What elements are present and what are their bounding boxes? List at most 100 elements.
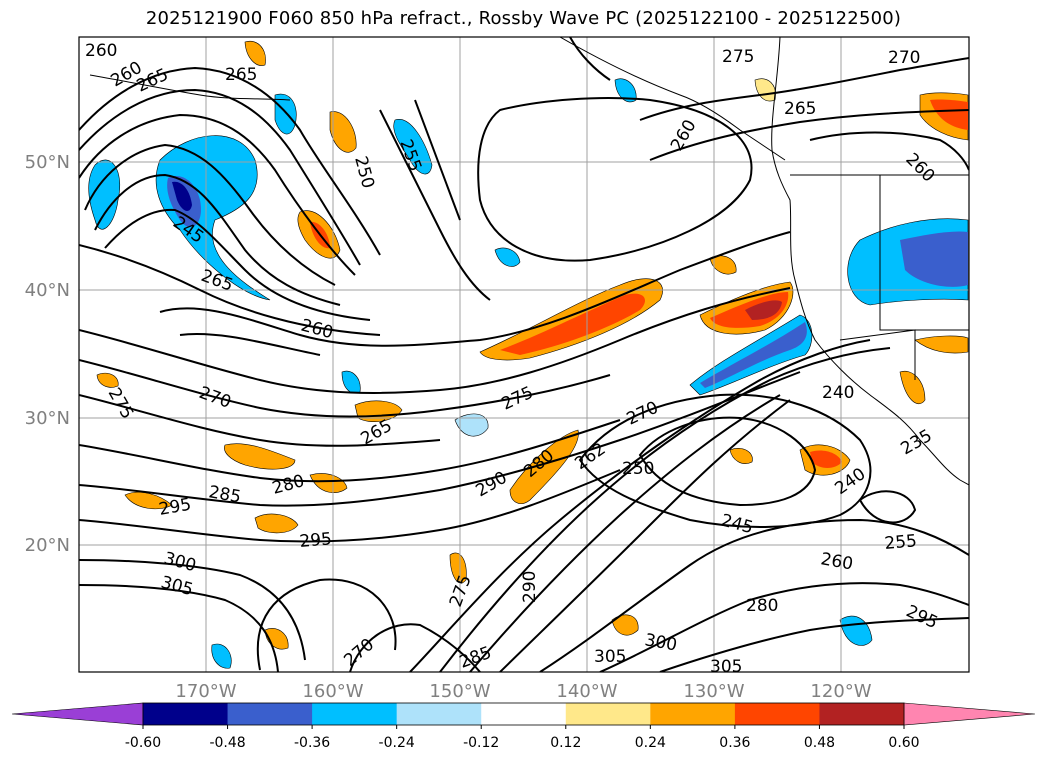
strong-positive-region bbox=[810, 450, 842, 468]
contour-line bbox=[79, 244, 381, 336]
colorbar-bin bbox=[227, 703, 313, 725]
contour-line bbox=[179, 333, 321, 356]
lon-tick-label: 130°W bbox=[683, 681, 744, 702]
contour-label: 255 bbox=[884, 531, 918, 554]
positive-anomaly-region bbox=[96, 372, 119, 388]
contour-label: 305 bbox=[594, 647, 626, 667]
contour-line bbox=[79, 469, 621, 543]
north-america-coastline bbox=[771, 37, 969, 486]
contour-line bbox=[638, 416, 817, 507]
positive-anomaly-region bbox=[914, 335, 969, 354]
lat-tick-label: 20°N bbox=[25, 535, 70, 556]
positive-anomaly-region bbox=[224, 443, 296, 470]
contour-label: 265 bbox=[225, 65, 257, 85]
positive-anomaly-region bbox=[729, 448, 753, 464]
contour-label: 290 bbox=[520, 571, 540, 603]
positive-anomaly-region bbox=[449, 552, 467, 584]
contour-label: 265 bbox=[784, 99, 816, 119]
colorbar-tick-label: 0.36 bbox=[719, 735, 750, 751]
contour-line bbox=[79, 113, 356, 276]
contour-line bbox=[256, 578, 397, 671]
contour-label: 305 bbox=[710, 657, 742, 677]
negative-anomaly-region bbox=[155, 135, 271, 301]
colorbar-tick-label: -0.60 bbox=[125, 735, 161, 751]
graticule bbox=[79, 37, 969, 672]
colorbar-tick-label: -0.12 bbox=[463, 735, 499, 751]
colorbar-bin bbox=[734, 703, 820, 725]
positive-anomaly-region bbox=[254, 513, 299, 534]
contour-line bbox=[79, 287, 791, 394]
contour-line bbox=[578, 393, 872, 528]
contour-line bbox=[84, 143, 336, 286]
longitude-axis: 170°W 160°W 150°W 140°W 130°W 120°W bbox=[175, 681, 871, 702]
contour-label: 240 bbox=[822, 383, 854, 403]
contour-line bbox=[104, 208, 371, 321]
colorbar-bin bbox=[819, 703, 905, 725]
contour-line bbox=[79, 419, 621, 483]
shaded-anomaly-layer bbox=[88, 40, 969, 669]
colorbar-over-arrow bbox=[903, 702, 1036, 726]
alaska-coastline bbox=[559, 37, 786, 161]
contour-line bbox=[599, 582, 969, 672]
colorbar-tick-label: 0.60 bbox=[888, 735, 919, 751]
colorbar-tick-label: -0.24 bbox=[379, 735, 415, 751]
colorbar-tick-label: 0.12 bbox=[550, 735, 581, 751]
colorbar-under-arrow bbox=[11, 702, 144, 726]
contour-line bbox=[469, 394, 781, 672]
negative-anomaly-region bbox=[454, 413, 489, 437]
colorbar-bin bbox=[481, 703, 567, 725]
map-title: 2025121900 F060 850 hPa refract., Rossby… bbox=[145, 8, 902, 29]
colorbar-bin bbox=[143, 703, 229, 725]
contour-line bbox=[414, 99, 461, 221]
positive-anomaly-region bbox=[124, 491, 173, 510]
contour-line bbox=[349, 623, 481, 672]
lat-tick-label: 30°N bbox=[25, 408, 70, 429]
positive-anomaly-region bbox=[309, 473, 348, 493]
coastline-layer bbox=[89, 37, 969, 486]
contour-line bbox=[94, 173, 341, 306]
colorbar-bin bbox=[396, 703, 482, 725]
colorbar-tick-label: 0.24 bbox=[635, 735, 666, 751]
positive-anomaly-region bbox=[329, 111, 357, 153]
positive-anomaly-region bbox=[509, 429, 579, 504]
negative-anomaly-region bbox=[211, 643, 232, 669]
positive-anomaly-region bbox=[244, 40, 266, 66]
lon-tick-label: 170°W bbox=[175, 681, 236, 702]
negative-anomaly-region bbox=[494, 247, 521, 267]
positive-anomaly-region bbox=[611, 614, 639, 636]
contour-line bbox=[79, 66, 381, 256]
contour-label: 280 bbox=[746, 596, 778, 616]
contour-label: 275 bbox=[722, 47, 754, 67]
colorbar-outline bbox=[142, 702, 905, 726]
colorbar-tick-label: 0.48 bbox=[804, 735, 835, 751]
contour-line bbox=[539, 518, 969, 672]
contour-line bbox=[477, 97, 753, 262]
aleutian-islands bbox=[89, 74, 291, 101]
colorbar-bin bbox=[312, 703, 398, 725]
contour-line bbox=[79, 359, 611, 418]
contour-line bbox=[858, 490, 917, 524]
lat-tick-label: 50°N bbox=[25, 152, 70, 173]
contour-line bbox=[639, 57, 969, 121]
lon-tick-label: 120°W bbox=[810, 681, 871, 702]
contour-label: 295 bbox=[299, 529, 333, 552]
contour-line bbox=[499, 399, 791, 672]
strongest-negative-region bbox=[172, 181, 192, 212]
contour-label: 260 bbox=[85, 41, 117, 61]
contour-line bbox=[659, 617, 969, 672]
contour-line bbox=[79, 584, 279, 672]
contour-label: 270 bbox=[888, 48, 920, 68]
contour-line bbox=[79, 394, 441, 447]
colorbar: -0.60 -0.48 -0.36 -0.24 -0.12 0.12 0.24 0.36 0.4… bbox=[11, 702, 1036, 751]
contour-line bbox=[569, 37, 611, 81]
lat-tick-label: 40°N bbox=[25, 280, 70, 301]
border-line bbox=[879, 175, 969, 331]
latitude-axis: 50°N 40°N 30°N 20°N bbox=[25, 152, 70, 556]
contour-line bbox=[649, 109, 969, 161]
contour-line bbox=[79, 559, 306, 661]
colorbar-bin bbox=[565, 703, 651, 725]
strong-negative-region bbox=[700, 322, 807, 388]
colorbar-tick-label: -0.36 bbox=[294, 735, 330, 751]
negative-anomaly-region bbox=[274, 93, 297, 135]
